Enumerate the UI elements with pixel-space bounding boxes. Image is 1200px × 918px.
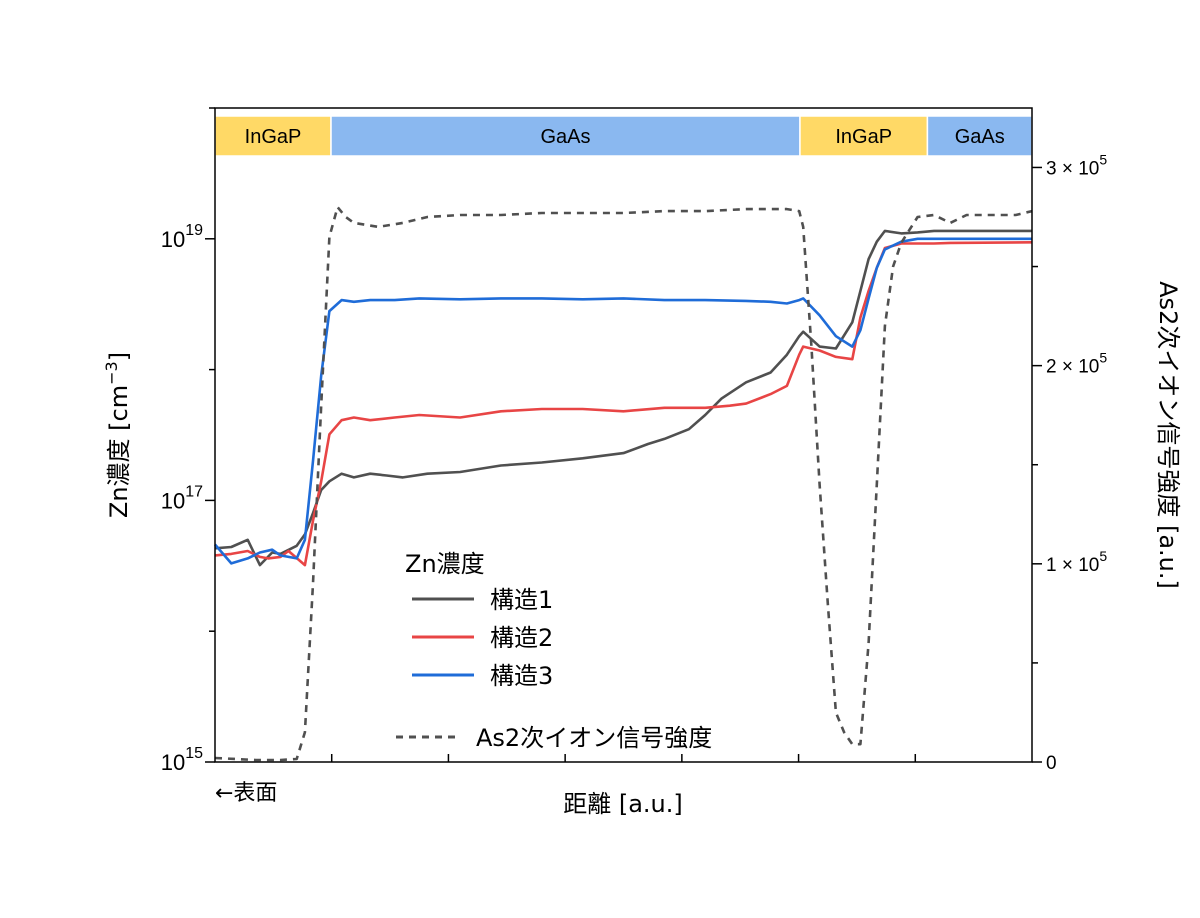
left-tick-label-1: 1015	[161, 745, 203, 775]
layer-band-label-3: InGaP	[835, 126, 892, 148]
left-axis-title-sup: −3	[102, 361, 121, 385]
layer-band-label-4: GaAs	[955, 126, 1005, 148]
series-line-1	[214, 229, 1032, 567]
axes-group	[214, 107, 1033, 763]
series-line-2	[214, 241, 1033, 567]
legend-title: Zn濃度	[405, 550, 485, 578]
right-axis-title: As2次イオン信号強度 [a.u.]	[1154, 281, 1182, 589]
right-tick-label-1: 0	[1046, 753, 1057, 774]
legend-label-series-3: 構造3	[490, 662, 553, 690]
plot-frame	[214, 107, 1033, 763]
series-line-4	[214, 205, 1033, 762]
left-axis-title-end: ]	[105, 352, 133, 361]
layer-band-group: InGaP GaAs InGaP GaAs	[214, 115, 1033, 157]
legend-label-series-1: 構造1	[490, 586, 553, 614]
series-line-3	[214, 237, 1032, 565]
tick-group: 1015 1017 1019 0 1 × 105 2 × 105 3 × 105	[161, 107, 1107, 775]
surface-marker-label: ←表面	[215, 781, 277, 806]
layer-band-2	[330, 115, 801, 157]
right-tick-label-2: 1 × 105	[1046, 548, 1107, 576]
left-tick-label-2: 1017	[161, 483, 203, 513]
plot-line-group	[214, 205, 1033, 762]
left-axis-title: Zn濃度 [cm−3]	[102, 352, 133, 518]
left-axis-title-main: Zn濃度 [cm	[105, 385, 133, 518]
layer-band-label-2: GaAs	[540, 126, 590, 148]
left-tick-label-3: 1019	[161, 222, 203, 252]
right-tick-label-4: 3 × 105	[1046, 151, 1107, 179]
layer-band-label-1: InGaP	[245, 126, 302, 148]
legend-label-series-2: 構造2	[490, 624, 553, 652]
right-tick-label-3: 2 × 105	[1046, 350, 1107, 378]
legend: Zn濃度 構造1 構造2 構造3 As2次イオン信号強度	[396, 550, 712, 752]
x-axis-title: 距離 [a.u.]	[563, 790, 683, 818]
layer-band-3	[799, 115, 929, 157]
legend-label-as-signal: As2次イオン信号強度	[476, 724, 712, 752]
